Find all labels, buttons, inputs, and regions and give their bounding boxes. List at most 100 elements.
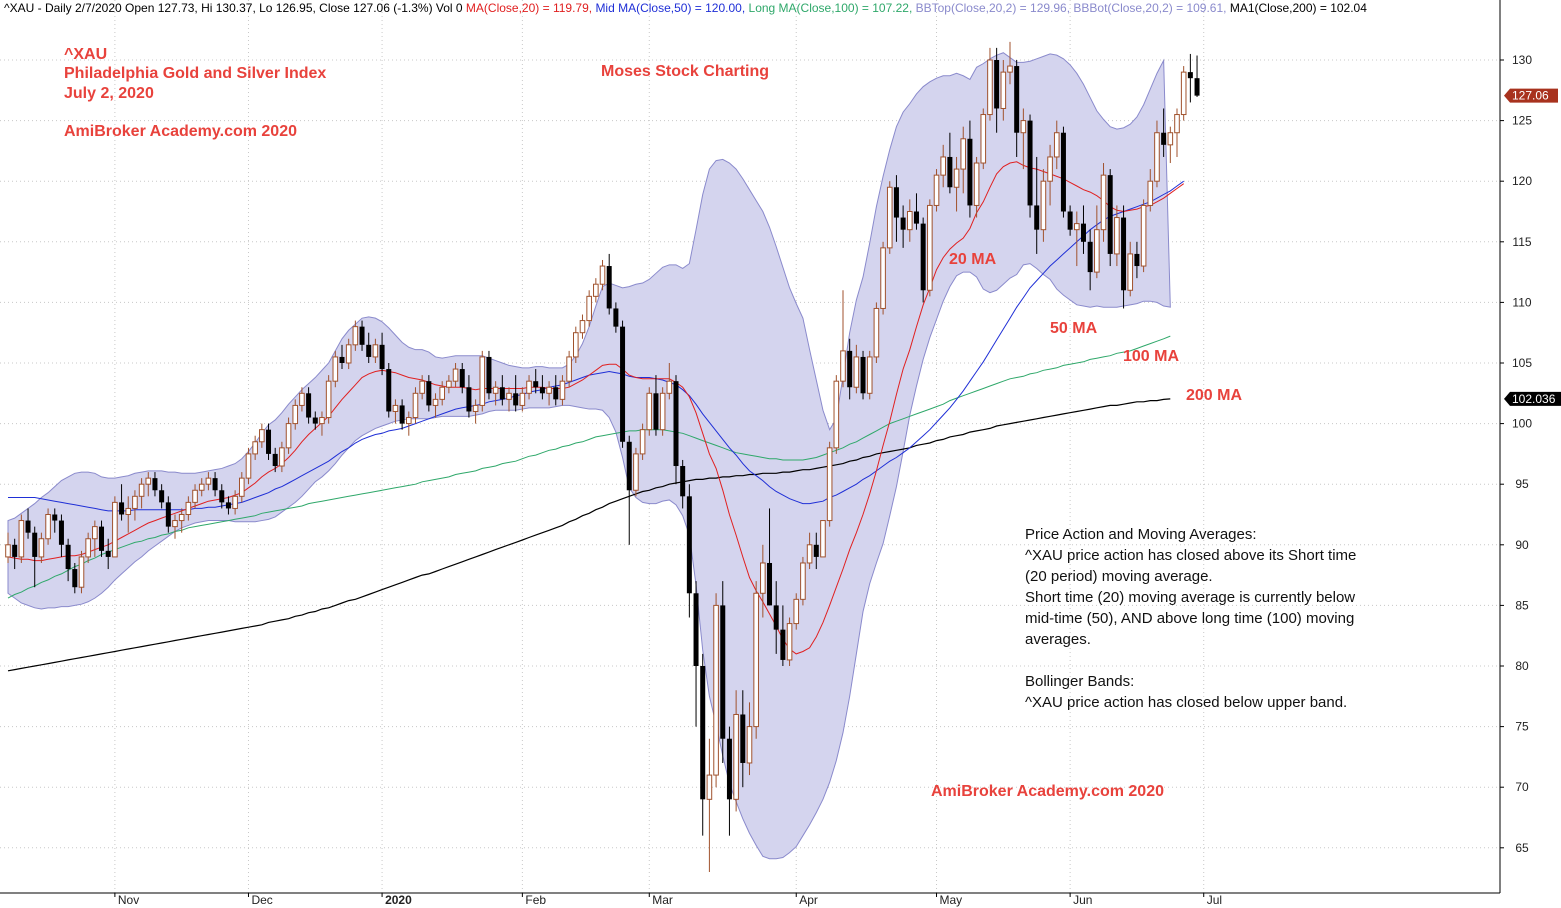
candle-body-up	[239, 477, 245, 497]
candle-body-down	[1014, 66, 1020, 133]
header-segment: ^XAU - Daily 2/7/2020 Open 127.73, Hi 13…	[4, 1, 466, 15]
candle-body-up	[579, 320, 586, 334]
candle-body-up	[953, 168, 960, 188]
date-label: July 2, 2020	[64, 85, 154, 102]
candle-body-up	[666, 380, 673, 394]
candle-body-up	[1127, 253, 1134, 291]
candle-body-down	[1067, 211, 1073, 230]
candle-body-up	[1047, 156, 1053, 182]
candle-body-down	[52, 514, 58, 521]
candle-body-up	[279, 447, 285, 467]
candle-body-down	[99, 526, 105, 551]
candle-body-down	[32, 532, 38, 557]
candle-body-down	[225, 502, 231, 509]
candle-body-down	[673, 381, 679, 467]
candle-body-down	[219, 490, 225, 503]
y-tick-label: 110	[1512, 295, 1531, 309]
last-price-tag-label: 127.06	[1512, 89, 1549, 103]
candle-body-down	[65, 544, 71, 570]
candle-body-down	[626, 441, 632, 491]
candle-body-down	[366, 344, 372, 357]
candle-body-up	[392, 404, 399, 412]
x-tick-label: 2020	[385, 893, 412, 907]
candle-body-up	[198, 483, 205, 491]
candle-body-down	[165, 502, 171, 527]
candle-body-up	[853, 356, 860, 388]
candle-body-down	[847, 350, 853, 388]
candle-body-down	[1060, 132, 1066, 212]
candle-body-up	[45, 514, 51, 540]
candle-body-up	[633, 453, 639, 491]
candle-body-down	[533, 381, 539, 388]
candle-body-up	[546, 386, 552, 394]
note-line-6: averages.	[1025, 631, 1091, 648]
candle-body-down	[426, 381, 432, 406]
note-line-1: Price Action and Moving Averages:	[1025, 526, 1257, 543]
candle-body-up	[446, 380, 452, 388]
candle-body-down	[105, 550, 111, 557]
note-line-3: (20 period) moving average.	[1025, 568, 1213, 585]
y-tick-label: 65	[1515, 841, 1529, 855]
candle-body-up	[933, 174, 940, 206]
candle-body-up	[519, 392, 526, 406]
candle-body-up	[713, 604, 719, 776]
candle-body-up	[138, 483, 145, 497]
bollinger-band	[7, 52, 1171, 860]
candle-body-up	[1094, 229, 1100, 273]
candle-body-down	[1107, 175, 1113, 254]
y-tick-label: 75	[1515, 720, 1529, 734]
candle-body-up	[18, 520, 25, 558]
candle-body-up	[793, 598, 800, 625]
candle-body-down	[1161, 132, 1167, 145]
candle-body-up	[659, 392, 666, 431]
candle-body-down	[1121, 217, 1127, 291]
candle-body-up	[145, 477, 152, 485]
candle-body-up	[259, 429, 265, 443]
candle-body-down	[1134, 253, 1140, 267]
candle-body-down	[466, 387, 472, 412]
candle-body-down	[613, 308, 619, 327]
candle-body-up	[800, 562, 806, 600]
candle-body-up	[1147, 180, 1154, 206]
candle-body-up	[566, 356, 572, 382]
candle-body-up	[245, 453, 252, 479]
candle-body-up	[172, 520, 178, 528]
x-tick-label: Jun	[1073, 893, 1092, 907]
candle-body-up	[593, 283, 599, 297]
candle-body-up	[639, 429, 646, 455]
candle-body-down	[399, 405, 405, 424]
candle-body-down	[994, 60, 1000, 109]
candle-body-up	[5, 544, 11, 558]
grid-lines	[0, 0, 1500, 893]
candle-body-up	[987, 59, 993, 116]
candle-body-down	[780, 629, 786, 660]
candle-body-down	[606, 266, 612, 309]
candle-body-up	[1040, 180, 1047, 231]
candle-body-up	[746, 726, 753, 764]
note-line-7: Bollinger Bands:	[1025, 673, 1135, 690]
candle-body-up	[352, 326, 359, 346]
candle-body-down	[266, 429, 272, 454]
candle-body-down	[72, 569, 78, 588]
candle-body-down	[306, 393, 312, 418]
last-price-tag	[1504, 88, 1558, 103]
candle-body-down	[967, 138, 973, 206]
candle-body-up	[960, 138, 967, 170]
candle-body-down	[272, 453, 278, 467]
candle-body-down	[813, 544, 819, 557]
candle-body-up	[1174, 114, 1180, 134]
x-tick-label: Dec	[251, 893, 272, 907]
y-tick-label: 130	[1512, 53, 1532, 67]
y-tick-label: 100	[1512, 417, 1532, 431]
candle-body-up	[506, 392, 512, 400]
candle-body-down	[339, 356, 345, 363]
candle-body-up	[1074, 223, 1080, 231]
candle-body-up	[940, 156, 947, 176]
candle-body-up	[840, 350, 846, 382]
candle-body-up	[185, 501, 192, 516]
candle-body-down	[900, 217, 906, 230]
candle-body-up	[1154, 132, 1160, 182]
candle-body-up	[1180, 71, 1187, 116]
ma50-line	[8, 180, 1184, 512]
